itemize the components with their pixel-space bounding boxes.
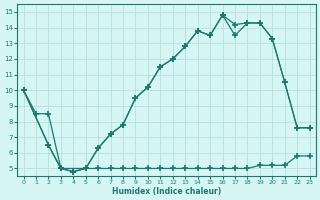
X-axis label: Humidex (Indice chaleur): Humidex (Indice chaleur) xyxy=(112,187,221,196)
